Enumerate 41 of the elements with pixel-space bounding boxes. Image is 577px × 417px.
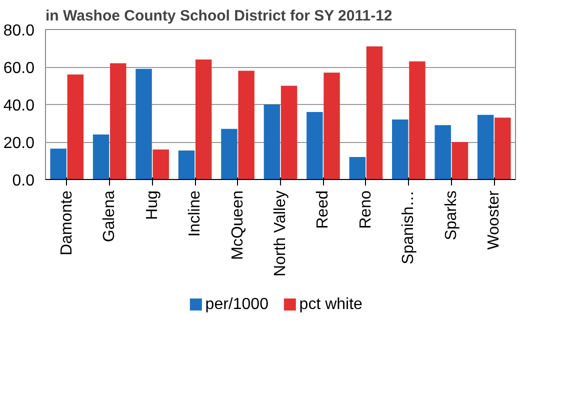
x-tick-label: Wooster [486, 190, 503, 250]
bar [306, 112, 323, 180]
bar [136, 68, 152, 180]
legend-label: per/1000 [205, 296, 269, 313]
bar [152, 150, 169, 180]
chart-title: in Washoe County School District for SY 2011-12 [46, 8, 392, 24]
y-tick-label: 20.0 [3, 135, 35, 152]
x-tick-label: Incline [186, 190, 204, 237]
x-tick-label: Spanish… [400, 190, 418, 264]
x-tick-label: Galena [101, 190, 118, 242]
bar [221, 128, 238, 180]
bar [50, 148, 66, 180]
x-tick-label: Hug [144, 190, 161, 220]
x-tick-label: Damonte [58, 190, 76, 256]
legend-label: pct white [299, 296, 363, 313]
y-tick-label: 40.0 [3, 98, 35, 114]
bar [280, 86, 298, 180]
bar [92, 134, 110, 180]
bar [409, 61, 426, 180]
y-tick-label: 0.0 [12, 172, 35, 190]
x-tick-label: Reno [357, 190, 374, 229]
bar [366, 46, 383, 180]
bar [178, 150, 195, 180]
bar [110, 63, 126, 180]
bar [238, 70, 254, 180]
y-tick-label: 60.0 [3, 60, 35, 77]
bar [264, 104, 280, 180]
bar [452, 142, 468, 180]
x-tick-label: North Valley [272, 190, 289, 276]
bar [477, 114, 494, 180]
bar [349, 157, 366, 180]
bar [324, 72, 340, 180]
bar [392, 120, 408, 180]
x-tick-label: Reed [314, 190, 332, 229]
bar [67, 74, 84, 180]
y-tick-label: 80.0 [3, 22, 35, 40]
bar [434, 125, 451, 180]
bar [494, 118, 511, 180]
x-tick-label: McQueen [229, 190, 246, 260]
x-tick-label: Sparks [442, 190, 460, 240]
bar [195, 60, 212, 180]
